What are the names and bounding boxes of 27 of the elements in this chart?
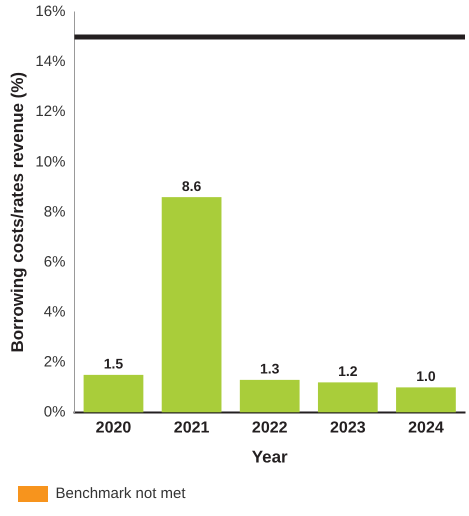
y-tick-label: 4% <box>44 303 66 320</box>
data-label: 1.0 <box>416 368 436 384</box>
x-tick-label: 2023 <box>330 419 366 436</box>
y-axis-title: Borrowing costs/rates revenue (%) <box>8 72 27 352</box>
y-tick-label: 12% <box>35 103 66 120</box>
data-label: 8.6 <box>182 178 202 194</box>
y-tick-label: 2% <box>44 353 66 370</box>
y-tick-label: 0% <box>44 404 66 421</box>
y-tick-label: 8% <box>44 203 66 220</box>
x-tick-label: 2022 <box>252 419 288 436</box>
y-tick-label: 14% <box>35 53 66 70</box>
legend-label: Benchmark not met <box>56 485 186 502</box>
x-tick-label: 2024 <box>408 419 444 436</box>
bar <box>318 382 378 412</box>
bar <box>162 197 222 412</box>
x-tick-label: 2021 <box>174 419 210 436</box>
bar <box>396 387 456 412</box>
y-tick-label: 6% <box>44 253 66 270</box>
data-label: 1.2 <box>338 363 358 380</box>
y-tick-label: 16% <box>35 3 66 20</box>
data-label: 1.3 <box>260 360 280 377</box>
data-label: 1.5 <box>104 356 124 372</box>
bar <box>84 374 144 412</box>
x-axis-title: Year <box>252 447 288 466</box>
x-tick-label: 2020 <box>96 419 132 436</box>
y-tick-label: 10% <box>35 153 66 170</box>
bar <box>240 380 300 412</box>
